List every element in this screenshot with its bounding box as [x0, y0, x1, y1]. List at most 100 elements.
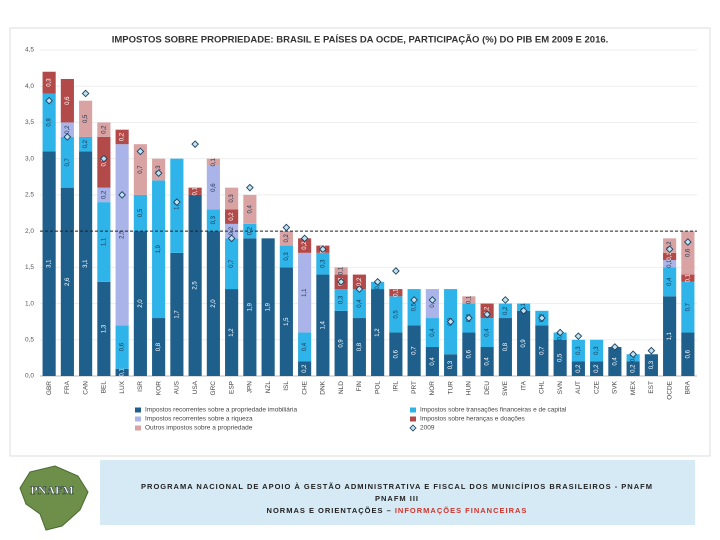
y-tick-label: 3,5 — [25, 119, 34, 126]
data-label: 0,2 — [485, 306, 491, 315]
x-tick-label: OCDE — [666, 380, 673, 399]
x-tick-label: GBR — [46, 381, 53, 395]
data-label: 2,5 — [120, 230, 126, 239]
x-tick-label: CHE — [301, 380, 308, 394]
y-tick-label: 0,0 — [25, 373, 34, 380]
x-tick-label: SVN — [557, 381, 564, 395]
x-tick-label: DNK — [320, 380, 327, 394]
data-label: 0,8 — [47, 118, 53, 127]
x-tick-label: NZL — [265, 381, 272, 394]
marker-2009 — [446, 317, 455, 326]
bar-segment — [42, 93, 56, 152]
data-label: 0,1 — [339, 266, 345, 275]
footer-line: PROGRAMA NACIONAL DE APOIO À GESTÃO ADMI… — [141, 482, 653, 491]
data-label: 0,1 — [521, 302, 527, 311]
data-label: 0,4 — [430, 299, 436, 308]
data-label: 0,4 — [485, 357, 491, 366]
legend-label: Outros impostos sobre a propriedade — [145, 425, 253, 432]
marker-2009 — [191, 140, 199, 149]
data-label: 0,5 — [83, 114, 89, 123]
data-label: 0,2 — [101, 190, 107, 199]
data-label: 2,0 — [138, 299, 144, 308]
x-tick-label: BEL — [101, 381, 108, 394]
data-label: 3,1 — [47, 259, 53, 268]
bar-segment — [97, 122, 111, 137]
data-label: 0,2 — [302, 364, 308, 373]
marker-2009 — [373, 277, 382, 286]
data-label: 1,3 — [174, 201, 180, 210]
data-label: 0,6 — [685, 349, 691, 358]
bar-segment — [663, 267, 677, 297]
y-tick-label: 1,5 — [25, 264, 34, 271]
data-label: 0,5 — [393, 310, 399, 319]
data-label: 0,2 — [594, 364, 600, 373]
bar-segment — [316, 252, 330, 275]
data-label: 2,6 — [65, 277, 71, 286]
bar-segment — [663, 296, 677, 376]
bar-segment — [407, 325, 421, 376]
bar-segment — [225, 289, 239, 376]
bar-segment — [133, 231, 147, 376]
data-label: 0,2 — [631, 364, 637, 373]
bar-segment — [535, 325, 549, 376]
bar-segment — [79, 151, 93, 376]
marker-2009 — [300, 234, 309, 243]
data-label: 0,1 — [466, 295, 472, 304]
bar-segment — [389, 296, 403, 333]
marker-2009 — [556, 328, 564, 337]
data-label: 0,3 — [339, 295, 345, 304]
bar-segment — [352, 274, 366, 290]
bar-segment — [60, 122, 74, 137]
data-label: 0,9 — [339, 339, 345, 348]
data-label: 0,2 — [667, 241, 673, 250]
bar-segment — [225, 209, 239, 224]
x-tick-label: IRL — [393, 381, 400, 392]
marker-2009 — [665, 245, 674, 254]
marker-2009 — [100, 154, 108, 163]
data-label: 0,6 — [120, 342, 126, 351]
data-label: 0,4 — [485, 328, 491, 337]
legend-label: 2009 — [420, 425, 435, 432]
bar-segment — [352, 318, 366, 376]
bar-segment — [298, 332, 312, 362]
bar-segment — [352, 289, 366, 319]
bar-segment — [681, 274, 695, 282]
marker-2009 — [501, 296, 510, 304]
data-label: 1,9 — [247, 302, 253, 311]
legend-label: Impostos sobre heranças e doações — [420, 416, 526, 423]
data-label: 0,2 — [65, 125, 71, 134]
marker-2009 — [154, 169, 163, 177]
bar-segment — [115, 144, 129, 326]
data-label: 0,3 — [47, 78, 53, 87]
data-label: 1,4 — [320, 320, 326, 329]
bar-segment — [206, 209, 220, 232]
data-label: 0,3 — [284, 252, 290, 261]
bar-segment — [644, 354, 658, 376]
bar-segment — [480, 347, 494, 376]
x-tick-label: CAN — [82, 381, 89, 395]
bar-segment — [462, 332, 476, 376]
bar-segment — [663, 252, 677, 261]
data-label: 1,2 — [375, 328, 381, 337]
marker-2009 — [319, 245, 327, 254]
y-tick-label: 4,0 — [25, 83, 34, 90]
bar-segment — [115, 325, 129, 369]
data-label: 0,3 — [229, 194, 235, 203]
data-label: 0,1 — [375, 281, 381, 290]
data-label: 0,2 — [357, 277, 363, 286]
bar-segment — [298, 252, 312, 333]
y-tick-label: 4,5 — [25, 47, 34, 54]
bar-segment — [225, 238, 239, 290]
marker-2009 — [465, 314, 473, 322]
legend-label: Impostos recorrentes sobre a propriedade… — [145, 407, 297, 414]
bar-segment — [170, 252, 184, 376]
bar-segment — [243, 223, 257, 239]
marker-2009 — [538, 314, 546, 322]
bar-segment — [243, 238, 257, 376]
bar-segment — [206, 158, 220, 166]
data-label: 0,2 — [229, 212, 235, 221]
legend-swatch — [410, 407, 416, 413]
bar-segment — [590, 361, 604, 376]
data-label: 3,1 — [83, 259, 89, 268]
data-label: 0,3 — [594, 346, 600, 355]
